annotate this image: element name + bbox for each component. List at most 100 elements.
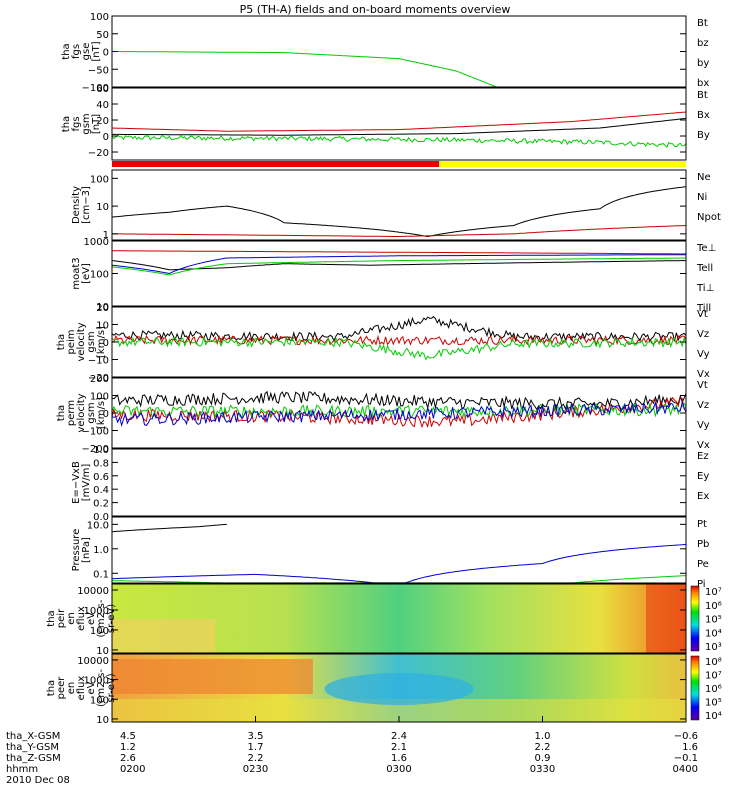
legend-fgs-gse-0: Bt xyxy=(697,18,708,29)
ylabel-elec-spec: sr-eV) xyxy=(106,673,117,702)
ylabel-ion-spec: eflux xyxy=(76,606,87,631)
electron-spectrogram-cold xyxy=(324,673,474,705)
xaxis-value-1-4: 1.6 xyxy=(682,742,698,753)
ytick-label-temp: 1000 xyxy=(84,237,109,248)
legend-fgs-gse-1: bz xyxy=(697,38,709,49)
series-vel-perm-Vz xyxy=(111,334,687,347)
ytick-label-vel-perm2: 200 xyxy=(90,374,109,385)
legend-fgs-gse-3: bx xyxy=(697,78,709,89)
series-vel-perm2-Vx xyxy=(111,400,687,428)
xaxis-value-2-0: 2.6 xyxy=(120,753,136,764)
ytick-label-efield: 0.4 xyxy=(93,485,109,496)
ylabel-vel-perm2: tha xyxy=(56,405,67,421)
xaxis-value-0-2: 2.4 xyxy=(391,731,407,742)
ytick-label-elec-spec: 10000 xyxy=(77,656,109,667)
ytick-label-vel-perm: −10 xyxy=(88,356,109,367)
legend-fgs-gsm-0: Bt xyxy=(697,90,708,101)
series-fgs-gsm-Bt xyxy=(112,117,687,136)
series-density-Ne xyxy=(111,225,687,237)
series-pressure-Pe xyxy=(111,575,687,584)
legend-vel-perm-2: Vy xyxy=(697,349,710,360)
xaxis-value-0-0: 4.5 xyxy=(120,731,136,742)
legend-vel-perm2-2: Vy xyxy=(697,420,710,431)
ylabel-pressure: Pressure xyxy=(71,529,82,572)
ytick-label-elec-spec: 100 xyxy=(90,695,109,706)
ylabel-efield: [mV/m] xyxy=(81,464,92,502)
legend-efield-1: Ey xyxy=(697,471,709,482)
ytick-label-fgs-gsm: 0 xyxy=(103,132,109,143)
legend-vel-perm-3: Vx xyxy=(697,369,710,380)
mode-bar-yellow xyxy=(439,161,686,167)
ytick-label-efield: 0.8 xyxy=(93,458,109,469)
ylabel-temp: moat3 xyxy=(71,257,82,289)
colorbar-label-elec-spec-0: 10⁸ xyxy=(705,657,722,668)
legend-fgs-gsm-2: By xyxy=(697,130,710,141)
xaxis-value-3-2: 0300 xyxy=(386,764,411,775)
ylabel-vel-perm: velocity xyxy=(76,322,87,361)
ylabel-ion-spec: (cm2-s- xyxy=(96,599,107,637)
legend-efield-0: Ez xyxy=(697,451,709,462)
ylabel-ion-spec: en xyxy=(66,612,77,625)
ylabel-elec-spec: tha xyxy=(46,680,57,696)
series-pressure-Pi xyxy=(111,544,687,584)
legend-pressure-1: Pb xyxy=(697,539,709,550)
ytick-label-fgs-gse: −50 xyxy=(88,65,109,76)
panel-frame-ion-spec xyxy=(111,583,687,654)
xaxis-value-3-1: 0230 xyxy=(243,764,268,775)
legend-density-2: Npot xyxy=(697,212,721,223)
ylabel-vel-perm: [km/s] xyxy=(96,326,107,358)
ytick-label-vel-perm2: −100 xyxy=(82,427,109,438)
series-fgs-gsm-Bx xyxy=(111,111,687,132)
colorbar-label-ion-spec-1: 10⁶ xyxy=(705,601,722,612)
series-vel-perm2-Vt xyxy=(111,390,687,411)
electron-spectrogram-hot xyxy=(112,659,313,694)
ytick-label-vel-perm: −20 xyxy=(88,373,109,384)
colorbar-label-ion-spec-0: 10⁷ xyxy=(705,587,722,598)
chart-title: P5 (TH-A) fields and on-board moments ov… xyxy=(240,3,511,16)
ylabel-elec-spec: eV xyxy=(86,681,97,694)
series-temp-Till xyxy=(111,257,686,276)
ylabel-ion-spec: tha xyxy=(46,610,57,626)
colorbar-label-elec-spec-2: 10⁶ xyxy=(705,684,722,695)
xaxis-row-label-2: tha_Z-GSM xyxy=(6,753,61,764)
ylabel-vel-perm2: gsm xyxy=(86,402,97,423)
legend-temp-1: Tell xyxy=(696,263,713,274)
xaxis-value-3-4: 0400 xyxy=(673,764,698,775)
ylabel-density: [cm−3] xyxy=(81,186,92,224)
series-fgs-gsm-By xyxy=(111,134,687,148)
series-vel-perm2-Vy xyxy=(111,402,687,419)
panel-frame-efield xyxy=(111,448,687,517)
ytick-label-vel-perm: 20 xyxy=(96,303,109,314)
legend-fgs-gse-2: by xyxy=(697,58,709,69)
legend-efield-2: Ex xyxy=(697,491,709,502)
ytick-label-ion-spec: 10000 xyxy=(77,586,109,597)
ylabel-temp: [eV] xyxy=(81,263,92,284)
legend-pressure-3: Pi xyxy=(697,579,706,590)
xaxis-value-0-4: −0.6 xyxy=(674,731,698,742)
ytick-label-temp: 10 xyxy=(96,302,109,313)
xaxis-value-1-3: 2.2 xyxy=(535,742,551,753)
legend-vel-perm2-1: Vz xyxy=(697,400,709,411)
ytick-label-fgs-gse: −100 xyxy=(82,83,109,94)
xaxis-value-3-3: 0330 xyxy=(530,764,555,775)
colorbar-elec-spec xyxy=(690,655,700,721)
ytick-label-efield: 0.0 xyxy=(93,512,109,523)
ylabel-vel-perm: peim xyxy=(66,329,77,354)
ytick-label-vel-perm2: −200 xyxy=(82,444,109,455)
legend-density-1: Ni xyxy=(697,192,707,203)
ytick-label-fgs-gse: 50 xyxy=(96,30,109,41)
ytick-label-ion-spec: 100 xyxy=(90,626,109,637)
panel-frame-fgs-gsm xyxy=(111,87,687,161)
colorbar-label-ion-spec-4: 10³ xyxy=(705,642,722,653)
ytick-label-pressure: 0.1 xyxy=(93,569,109,580)
xaxis-value-2-4: −0.1 xyxy=(674,753,698,764)
colorbar-label-elec-spec-3: 10⁵ xyxy=(705,698,722,709)
ylabel-fgs-gsm: tha xyxy=(61,116,72,132)
legend-fgs-gsm-1: Bx xyxy=(697,110,710,121)
ytick-label-fgs-gsm: 20 xyxy=(96,116,109,127)
ion-spectrogram-edge xyxy=(646,584,686,653)
ytick-label-efield: 1.0 xyxy=(93,445,109,456)
xaxis-value-2-2: 1.6 xyxy=(391,753,407,764)
ylabel-fgs-gse: tha xyxy=(61,43,72,59)
